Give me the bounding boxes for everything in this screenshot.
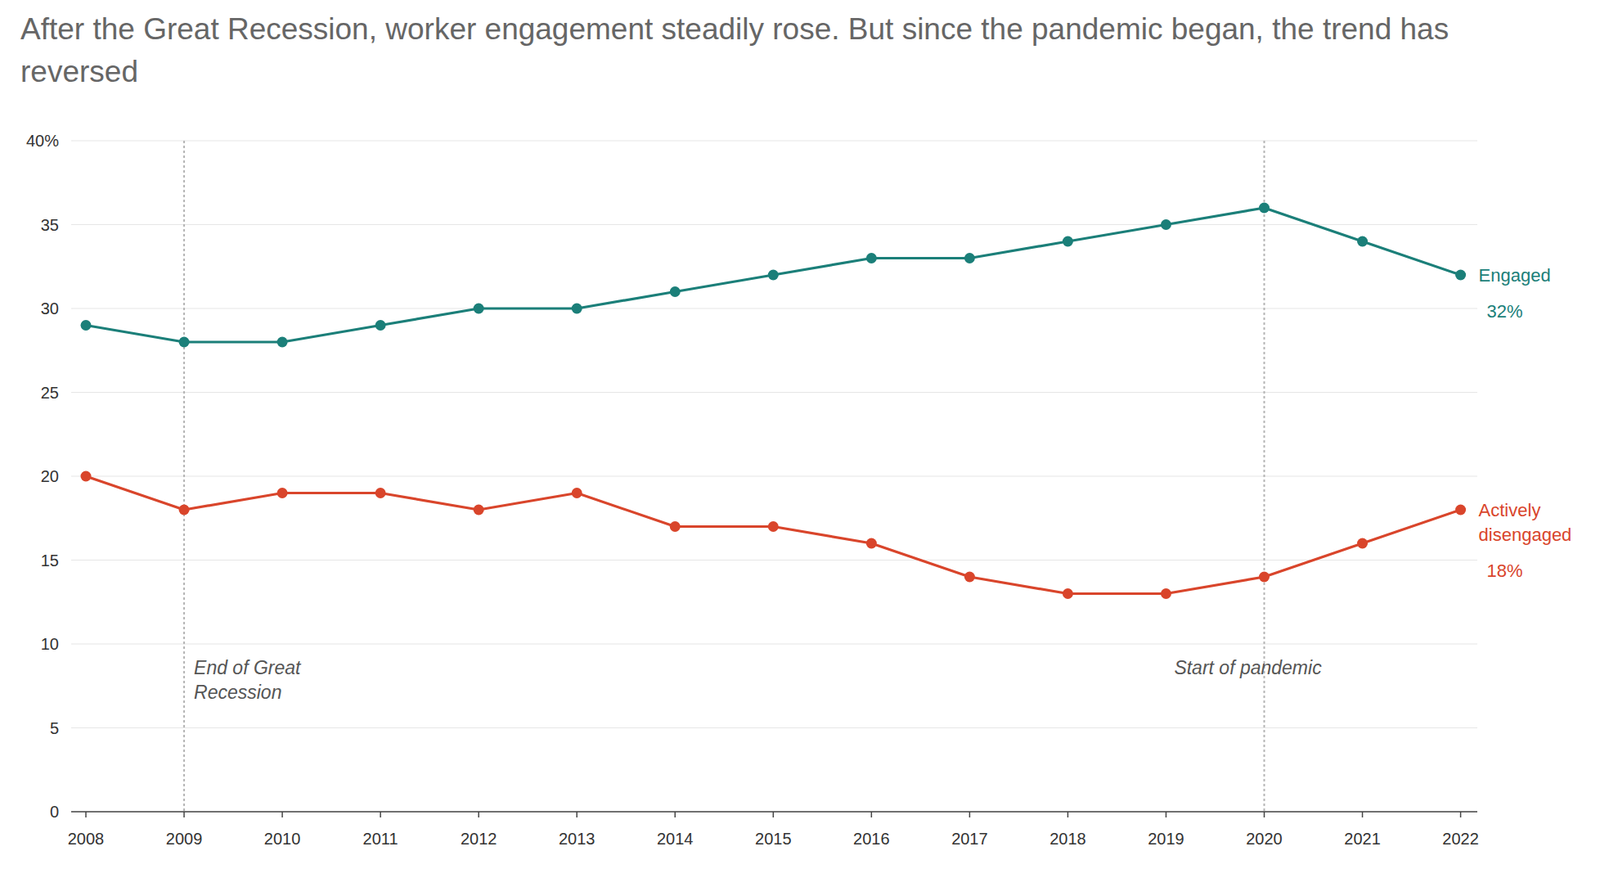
x-tick-label: 2016 (853, 829, 890, 848)
grid-line (71, 139, 1478, 141)
annotation-line-text: Start of pandemic (1173, 656, 1322, 679)
annotation-text: End of GreatRecession (193, 656, 302, 703)
grid-line (71, 224, 1478, 225)
series-line (85, 207, 1461, 342)
y-tick-label: 15 (40, 551, 59, 570)
x-tick-label: 2012 (460, 829, 498, 848)
series-point (1062, 236, 1074, 248)
x-tick-label: 2022 (1442, 829, 1479, 848)
series-point (1357, 538, 1368, 549)
series-point (179, 337, 190, 348)
series-point (669, 521, 681, 532)
series-point (80, 471, 92, 482)
chart-title: After the Great Recession, worker engage… (20, 8, 1575, 94)
series-point (179, 504, 190, 516)
series-point (277, 337, 288, 348)
value-label: 32% (1487, 301, 1524, 322)
series-point (964, 571, 976, 583)
x-tick-label: 2017 (951, 829, 989, 848)
y-tick-label: 35 (40, 215, 59, 234)
x-tick (183, 811, 185, 818)
series-point (1062, 588, 1074, 599)
grid-line (71, 475, 1478, 477)
annotation-line-text: End of Great (193, 656, 302, 679)
grid-line (71, 642, 1478, 644)
y-tick-label: 25 (40, 383, 59, 402)
x-tick (379, 811, 382, 818)
series-point (571, 487, 583, 499)
series-point (768, 269, 779, 281)
x-tick-label: 2011 (363, 829, 399, 848)
x-tick (1263, 811, 1266, 818)
series-point (80, 319, 92, 331)
x-tick (85, 811, 87, 818)
grid-line (71, 559, 1478, 561)
x-tick (1067, 811, 1070, 818)
y-tick-label: 5 (49, 719, 59, 738)
x-tick-label: 2014 (656, 829, 694, 848)
series-label-line: disengaged (1478, 524, 1573, 545)
series-point (1258, 202, 1270, 214)
x-tick-label: 2018 (1049, 829, 1087, 848)
series-point (866, 252, 877, 264)
annotation-text: Start of pandemic (1173, 656, 1322, 679)
y-tick-label: 10 (40, 634, 59, 653)
x-tick (477, 811, 480, 818)
data-group (80, 202, 1467, 600)
value-label: 18% (1487, 560, 1524, 581)
annotation-line (183, 140, 185, 812)
x-tick-label: 2009 (166, 829, 203, 848)
x-tick (969, 811, 971, 818)
series-point (1258, 571, 1270, 583)
series-point (1160, 588, 1172, 599)
x-tick (1165, 811, 1168, 818)
annotation-line-text: Recession (193, 681, 282, 703)
series-point (375, 487, 387, 499)
series-point (1160, 219, 1172, 230)
y-tick-label: 30 (40, 299, 59, 318)
series-point (571, 303, 583, 315)
x-tick (575, 811, 578, 818)
x-tick-label: 2015 (755, 829, 792, 848)
series-point (768, 521, 779, 532)
series-point (473, 504, 485, 516)
series-point (964, 252, 976, 264)
grid-line (71, 391, 1478, 393)
x-tick (1361, 811, 1364, 818)
series-label: Engaged (1478, 265, 1551, 286)
x-tick-label: 2013 (558, 829, 596, 848)
series-label-line: Actively (1478, 499, 1542, 521)
x-tick-label: 2010 (264, 829, 302, 848)
x-tick-label: 2008 (67, 829, 105, 848)
x-tick-label: 2020 (1245, 829, 1283, 848)
y-tick-label: 40% (26, 131, 59, 150)
x-tick (871, 811, 873, 818)
x-tick-label: 2019 (1147, 829, 1185, 848)
series-point (669, 286, 681, 297)
x-tick (1460, 811, 1462, 818)
series-label: Actively disengaged (1478, 499, 1573, 545)
series-point (1455, 269, 1466, 281)
series-point (473, 303, 485, 315)
grid-line (71, 307, 1478, 309)
series-point (1357, 236, 1368, 248)
y-tick-label: 0 (49, 802, 59, 821)
x-tick (281, 811, 284, 818)
x-tick (674, 811, 677, 818)
chart-svg: 0 5 10 15 20 25 30 35 40% 2008 2009 2010 2011 2012 201… (0, 0, 1600, 878)
series-point (277, 487, 288, 499)
series-point (1455, 504, 1466, 516)
series-label-line: Engaged (1478, 265, 1551, 286)
annotation-line (1263, 140, 1266, 812)
series-point (866, 538, 877, 549)
x-tick (773, 811, 775, 818)
y-tick-label: 20 (40, 467, 59, 486)
series-line (85, 476, 1461, 594)
grid-line (71, 727, 1478, 729)
series-point (375, 319, 387, 331)
x-tick-label: 2021 (1343, 829, 1381, 848)
